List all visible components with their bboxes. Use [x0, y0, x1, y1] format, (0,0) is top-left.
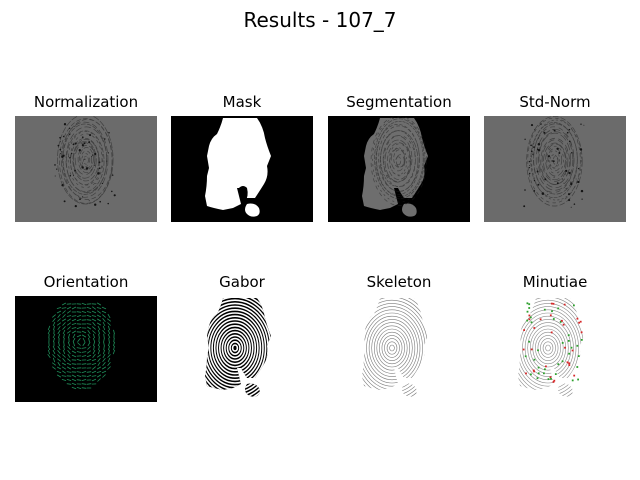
bifurcation-marker	[557, 307, 560, 310]
bifurcation-marker	[537, 349, 539, 352]
ending-marker	[533, 327, 536, 329]
ending-marker	[528, 314, 531, 317]
ending-marker	[550, 331, 553, 334]
panel-title-segmentation: Segmentation	[346, 93, 452, 111]
panel-title-skeleton: Skeleton	[366, 273, 432, 291]
bifurcation-marker	[567, 334, 570, 337]
bifurcation-marker	[543, 308, 546, 311]
ending-marker	[549, 376, 552, 379]
bifurcation-marker	[580, 339, 583, 341]
ending-marker	[552, 381, 555, 383]
ending-marker	[573, 374, 576, 377]
ending-marker	[576, 317, 579, 320]
ending-marker	[523, 329, 525, 331]
ending-marker	[553, 379, 556, 382]
bifurcation-marker	[576, 344, 579, 347]
figure-title: Results - 107_7	[243, 8, 397, 32]
bifurcation-marker	[573, 304, 575, 307]
segmented-fingerprint-image	[328, 116, 470, 222]
panel-title-minutiae: Minutiae	[522, 273, 588, 291]
bifurcation-marker	[577, 355, 580, 357]
panel-gabor: Gabor	[171, 273, 313, 402]
bifurcation-marker	[568, 352, 570, 355]
bifurcation-marker	[528, 340, 531, 343]
bifurcation-marker	[537, 366, 540, 369]
panel-minutiae: Minutiae	[484, 273, 626, 402]
ending-marker	[580, 331, 583, 334]
bifurcation-marker	[528, 303, 531, 306]
bifurcation-marker	[529, 316, 532, 319]
ending-marker	[522, 348, 525, 351]
bifurcation-marker	[547, 378, 550, 380]
bifurcation-marker	[530, 321, 533, 324]
mask-binary-image	[171, 116, 313, 222]
bifurcation-marker	[544, 368, 546, 371]
ending-marker	[550, 302, 553, 305]
bifurcation-marker	[576, 366, 579, 368]
panel-std-norm: Std-Norm	[484, 93, 626, 222]
bifurcation-marker	[526, 302, 529, 305]
bifurcation-marker	[567, 340, 570, 342]
ending-marker	[533, 370, 535, 373]
gabor-filtered-image	[171, 296, 313, 402]
ending-marker	[532, 369, 535, 372]
bifurcation-marker	[526, 310, 529, 313]
bifurcation-marker	[536, 377, 539, 380]
panel-segmentation: Segmentation	[328, 93, 470, 222]
ending-marker	[549, 314, 552, 317]
ending-marker	[568, 364, 571, 366]
bifurcation-marker	[557, 363, 560, 366]
bifurcation-marker	[552, 318, 555, 320]
fingerprint-gray-image	[15, 116, 157, 222]
ending-marker	[562, 323, 565, 326]
bifurcation-marker	[561, 342, 564, 344]
bifurcation-marker	[577, 378, 579, 381]
bifurcation-marker	[554, 373, 557, 375]
bifurcation-marker	[537, 372, 540, 375]
bifurcation-marker	[570, 346, 573, 349]
panel-mask: Mask	[171, 93, 313, 222]
panel-title-orientation: Orientation	[43, 273, 129, 291]
bifurcation-marker	[543, 372, 545, 375]
panel-title-std-norm: Std-Norm	[519, 93, 591, 111]
panel-orientation: Orientation	[15, 273, 157, 402]
bifurcation-marker	[561, 360, 564, 363]
bifurcation-marker	[524, 355, 527, 358]
bifurcation-marker	[551, 310, 553, 313]
bifurcation-marker	[559, 321, 562, 323]
ending-marker	[545, 365, 547, 368]
bifurcation-marker	[526, 319, 529, 322]
panel-title-normalization: Normalization	[33, 93, 139, 111]
ending-marker	[561, 319, 563, 322]
panel-normalization: Normalization	[15, 93, 157, 222]
minutiae-image	[484, 296, 626, 402]
bifurcation-marker	[550, 377, 552, 380]
panel-skeleton: Skeleton	[328, 273, 470, 402]
ending-marker	[525, 372, 527, 375]
bifurcation-marker	[533, 358, 536, 361]
ending-marker	[578, 321, 580, 324]
bifurcation-marker	[571, 379, 574, 382]
ending-marker	[552, 302, 555, 305]
ending-marker	[564, 346, 566, 349]
std-norm-fingerprint-image	[484, 116, 626, 222]
orientation-field-image	[15, 296, 157, 402]
ending-marker	[568, 362, 570, 365]
ending-marker	[563, 303, 566, 306]
panel-title-mask: Mask	[222, 93, 262, 111]
ending-marker	[528, 318, 531, 321]
ending-marker	[530, 348, 533, 351]
panel-title-gabor: Gabor	[219, 273, 265, 291]
bifurcation-marker	[528, 307, 531, 309]
ending-marker	[539, 318, 542, 321]
ending-marker	[566, 361, 569, 364]
bifurcation-marker	[530, 373, 532, 376]
ending-marker	[571, 349, 574, 352]
ending-marker	[579, 320, 582, 323]
skeleton-image	[328, 296, 470, 402]
